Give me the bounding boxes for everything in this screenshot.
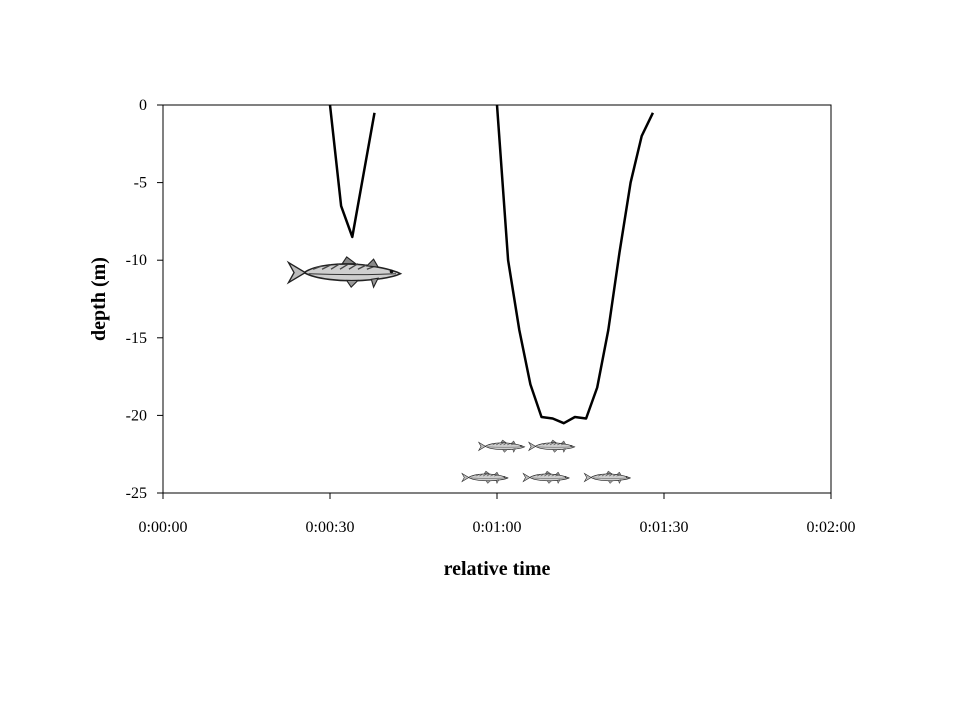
x-tick-label: 0:00:30: [306, 519, 355, 536]
x-tick-label: 0:01:30: [640, 519, 689, 536]
small-fish-icon: [477, 439, 526, 454]
small-fish-icon: [522, 470, 570, 485]
y-axis: 0 -5 -10 -15 -20 -25: [126, 97, 163, 502]
x-tick-label: 0:02:00: [807, 519, 856, 536]
y-tick-label: -20: [126, 407, 147, 424]
x-tick-label: 0:00:00: [139, 519, 188, 536]
dive-profile-line-2: [495, 104, 655, 425]
x-axis-title: relative time: [444, 558, 551, 580]
plot-area-frame: [162, 104, 832, 494]
small-fish-icon: [461, 470, 509, 485]
large-fish-icon: [286, 256, 403, 289]
series-layer: [328, 104, 655, 425]
x-tick-label: 0:01:00: [473, 519, 522, 536]
x-axis: 0:00:00 0:00:30 0:01:00 0:01:30 0:02:00: [139, 493, 856, 536]
y-tick-label: -5: [134, 175, 147, 192]
small-fish-icon: [583, 470, 632, 485]
dive-profile-line-1: [328, 104, 376, 239]
y-tick-label: -15: [126, 330, 147, 347]
y-tick-label: -10: [126, 252, 147, 269]
small-fish-icon: [528, 439, 576, 454]
y-tick-label: -25: [126, 485, 147, 502]
fish-annotations: [286, 256, 632, 485]
y-axis-title: depth (m): [88, 257, 110, 341]
y-tick-label: 0: [139, 97, 147, 114]
